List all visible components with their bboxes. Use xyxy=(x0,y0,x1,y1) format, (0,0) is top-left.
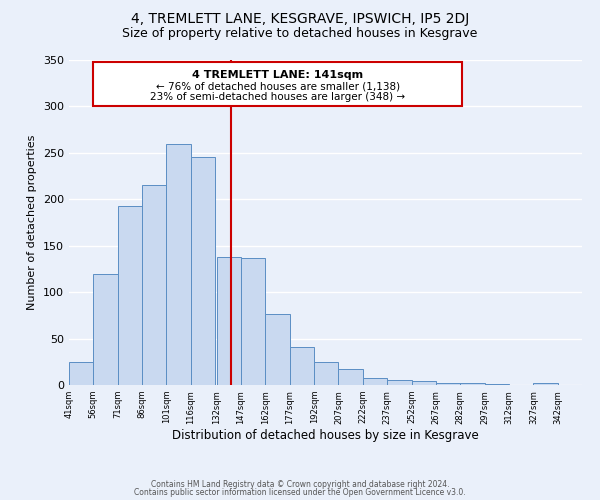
Bar xyxy=(412,382,436,385)
Text: 4, TREMLETT LANE, KESGRAVE, IPSWICH, IP5 2DJ: 4, TREMLETT LANE, KESGRAVE, IPSWICH, IP5… xyxy=(131,12,469,26)
Bar xyxy=(191,156,215,385)
Bar xyxy=(387,380,412,385)
Text: Size of property relative to detached houses in Kesgrave: Size of property relative to detached ho… xyxy=(122,28,478,40)
Bar xyxy=(338,369,363,385)
Y-axis label: Number of detached properties: Number of detached properties xyxy=(28,135,37,310)
Bar xyxy=(290,347,314,385)
Bar xyxy=(166,144,191,385)
Text: Contains HM Land Registry data © Crown copyright and database right 2024.: Contains HM Land Registry data © Crown c… xyxy=(151,480,449,489)
Text: Contains public sector information licensed under the Open Government Licence v3: Contains public sector information licen… xyxy=(134,488,466,497)
Bar xyxy=(314,362,338,385)
Bar xyxy=(142,186,166,385)
Bar xyxy=(217,257,241,385)
Bar xyxy=(241,258,265,385)
Bar xyxy=(460,383,485,385)
Bar xyxy=(69,362,94,385)
X-axis label: Distribution of detached houses by size in Kesgrave: Distribution of detached houses by size … xyxy=(172,430,479,442)
Bar xyxy=(533,383,557,385)
Text: ← 76% of detached houses are smaller (1,138): ← 76% of detached houses are smaller (1,… xyxy=(155,82,400,92)
Text: 23% of semi-detached houses are larger (348) →: 23% of semi-detached houses are larger (… xyxy=(150,92,405,102)
Text: 4 TREMLETT LANE: 141sqm: 4 TREMLETT LANE: 141sqm xyxy=(192,70,363,80)
Bar xyxy=(94,274,118,385)
Bar xyxy=(485,384,509,385)
Bar xyxy=(436,383,460,385)
Bar xyxy=(118,206,142,385)
Bar xyxy=(363,378,387,385)
Bar xyxy=(265,314,290,385)
FancyBboxPatch shape xyxy=(94,62,462,106)
